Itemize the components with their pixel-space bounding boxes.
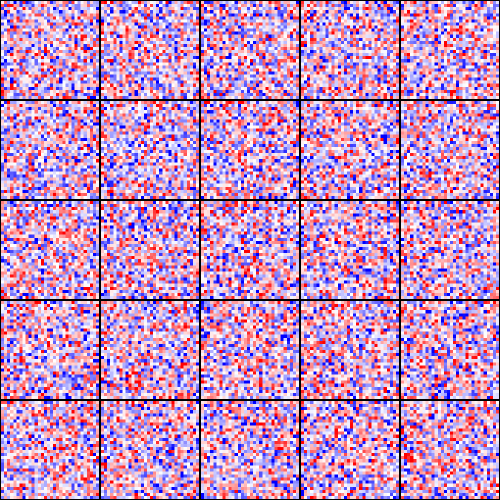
heatmap-cells [1,101,99,199]
heatmap-cells [201,201,299,299]
heatmap-cells [401,401,499,499]
heatmap-panel [100,200,200,300]
heatmap-cells [101,101,199,199]
heatmap-panel [200,400,300,500]
heatmap-panel [100,100,200,200]
heatmap-panel [0,300,100,400]
heatmap-panel [400,300,500,400]
heatmap-panel [400,200,500,300]
heatmap-cells [101,301,199,399]
heatmap-cells [201,401,299,499]
heatmap-cells [301,201,399,299]
heatmap-panel [0,100,100,200]
heatmap-panel [200,100,300,200]
heatmap-cells [401,201,499,299]
heatmap-panel [200,200,300,300]
heatmap-cells [101,1,199,99]
heatmap-panel [200,0,300,100]
heatmap-panel [400,100,500,200]
heatmap-panel [0,400,100,500]
heatmap-panel [100,0,200,100]
heatmap-panel [300,400,400,500]
heatmap-cells [1,1,99,99]
heatmap-panel [300,300,400,400]
heatmap-cells [301,1,399,99]
heatmap-cells [301,401,399,499]
heatmap-panel [0,0,100,100]
heatmap-cells [401,301,499,399]
heatmap-cells [301,101,399,199]
heatmap-cells [1,301,99,399]
heatmap-panel [100,400,200,500]
heatmap-cells [201,1,299,99]
heatmap-panel [300,200,400,300]
heatmap-cells [301,301,399,399]
heatmap-cells [101,201,199,299]
heatmap-panel [300,100,400,200]
heatmap-panel [400,0,500,100]
heatmap-cells [101,401,199,499]
heatmap-panel [100,300,200,400]
heatmap-panel [400,400,500,500]
heatmap-panel [0,200,100,300]
heatmap-cells [401,1,499,99]
heatmap-cells [1,201,99,299]
heatmap-panel [200,300,300,400]
heatmap-cells [1,401,99,499]
heatmap-cells [201,101,299,199]
heatmap-cells [401,101,499,199]
heatmap-cells [201,301,299,399]
heatmap-panel [300,0,400,100]
